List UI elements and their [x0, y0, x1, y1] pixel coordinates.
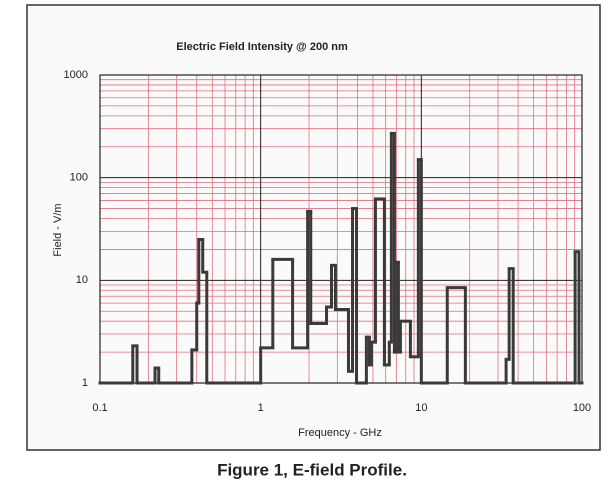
x-tick-label: 100 — [573, 402, 591, 414]
x-axis-label: Frequency - GHz — [298, 427, 382, 439]
chart-title: Electric Field Intensity @ 200 nm — [176, 41, 348, 53]
x-tick-label: 10 — [415, 402, 427, 414]
x-tick-label: 0.1 — [92, 402, 107, 414]
y-tick-label: 100 — [70, 172, 88, 184]
y-axis-label: Field - V/m — [52, 203, 64, 256]
figure-frame — [26, 4, 601, 451]
y-tick-label: 1000 — [64, 69, 88, 81]
plot-frame — [99, 74, 583, 384]
y-tick-label: 1 — [82, 377, 88, 389]
x-tick-label: 1 — [258, 402, 264, 414]
figure-caption: Figure 1, E-field Profile. — [217, 460, 407, 479]
y-tick-label: 10 — [76, 274, 88, 286]
